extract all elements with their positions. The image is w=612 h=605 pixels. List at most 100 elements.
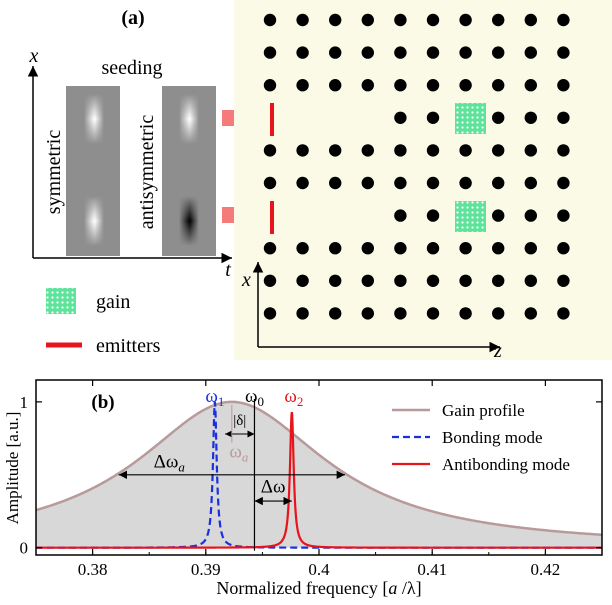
lattice-rod: [492, 79, 505, 92]
axis-ticks: 0.38 0.39 0.4 0.41 0.42 0 1: [20, 380, 603, 579]
y-tick-label: 1: [20, 393, 29, 412]
delta-omega-label: Δω: [261, 476, 286, 497]
chart-legend: Gain profile Bonding mode Antibonding mo…: [392, 401, 570, 474]
x-axis-label-text: Normalized frequency [: [216, 578, 388, 598]
lattice-rod: [263, 176, 277, 190]
lattice-rod: [394, 79, 407, 92]
lattice-rod: [557, 274, 570, 287]
delta-omega-a-label: Δωa: [154, 452, 186, 475]
seeding-axis-t-label: t: [225, 259, 231, 281]
lattice-rod: [296, 79, 309, 92]
gain-region-lower: [455, 201, 486, 232]
spectrum-chart: 0.38 0.39 0.4 0.41 0.42 0 1 Normalized frequen…: [3, 379, 603, 598]
x-axis-label-rest: /λ]: [397, 578, 421, 598]
lattice-rod: [361, 144, 374, 157]
gain-profile-line: [35, 400, 603, 537]
lattice-rod: [426, 242, 440, 255]
lattice-rod: [394, 13, 407, 27]
lattice-rod: [557, 13, 570, 27]
lattice-rod: [361, 46, 374, 59]
lattice-rod: [263, 274, 277, 287]
symmetric-label: symmetric: [43, 130, 65, 215]
omega0-label: ω0: [245, 386, 264, 409]
x-tick-label: 0.42: [531, 560, 561, 579]
lattice-rod: [492, 274, 505, 287]
lattice-rod: [557, 111, 570, 125]
lattice-rod: [394, 209, 407, 222]
lattice-rod: [361, 307, 374, 320]
lattice-rod: [557, 46, 570, 59]
lattice-rod: [394, 274, 407, 287]
y-tick-label: 0: [20, 539, 29, 558]
x-tick-label: 0.39: [191, 560, 221, 579]
lattice-rod: [394, 176, 407, 190]
lattice-rod: [263, 13, 277, 27]
lattice-rod: [492, 46, 505, 59]
lattice-rod: [492, 176, 505, 190]
lattice-rod: [394, 144, 407, 157]
lattice-rod: [329, 46, 342, 59]
lattice-rod: [459, 144, 472, 157]
lattice-rod: [329, 13, 342, 27]
symmetric-field-image: [66, 86, 120, 256]
lattice-rod: [459, 274, 472, 287]
lattice-axis-z-label: z: [493, 340, 502, 362]
lattice-rod: [524, 242, 537, 255]
lattice-rod: [296, 307, 309, 320]
x-axis-label-a: a: [388, 578, 397, 598]
antibonding-mode-line: [36, 411, 602, 549]
lattice-rod: [459, 242, 472, 255]
x-tick-label: 0.41: [417, 560, 447, 579]
lattice-rod: [492, 144, 505, 157]
lattice-rod: [557, 144, 570, 157]
lattice-rod: [361, 274, 374, 287]
lattice-rod: [557, 242, 570, 255]
lattice-rod: [296, 176, 309, 190]
lattice-rod: [492, 13, 505, 27]
lattice-rod: [524, 111, 537, 125]
delta-label: |δ|: [233, 413, 246, 429]
lattice-rod: [426, 79, 440, 92]
lattice-rod: [426, 176, 440, 190]
lattice-rod: [329, 176, 342, 190]
lattice-rod: [426, 274, 440, 287]
lattice-rod: [557, 79, 570, 92]
lattice-rod: [524, 46, 537, 59]
legend-bonding-label: Bonding mode: [442, 428, 543, 447]
lattice-rod: [492, 307, 505, 320]
lattice-rod: [361, 13, 374, 27]
lattice-rods: [263, 13, 570, 320]
lattice-rod: [524, 307, 537, 320]
lattice-rod: [329, 144, 342, 157]
lattice-rod: [426, 13, 440, 27]
lattice-rod: [524, 13, 537, 27]
emitters-legend-label: emitters: [96, 335, 161, 357]
lattice-rod: [524, 144, 537, 157]
lattice-rod: [296, 242, 309, 255]
antisymmetric-label: antisymmetric: [136, 115, 158, 230]
lattice-rod: [557, 209, 570, 222]
lattice-rod: [329, 274, 342, 287]
x-tick-label: 0.38: [78, 560, 108, 579]
y-axis-label: Amplitude [a.u.]: [3, 412, 22, 525]
lattice-rod: [361, 79, 374, 92]
lattice-rod: [459, 13, 472, 27]
x-axis-label: Normalized frequency [a /λ]: [216, 578, 421, 598]
lattice-rod: [557, 176, 570, 190]
gain-region-upper: [455, 103, 486, 134]
lattice-rod: [394, 307, 407, 320]
lattice-rod: [329, 79, 342, 92]
legend-antibonding-label: Antibonding mode: [442, 455, 570, 474]
seeding-axis-x-label: x: [29, 45, 39, 67]
lattice-rod: [394, 242, 407, 255]
lattice-background: [234, 0, 612, 360]
lattice-rod: [459, 176, 472, 190]
lattice-rod: [263, 307, 277, 320]
panel-b-label: (b): [91, 392, 114, 413]
lattice-rod: [524, 79, 537, 92]
lattice-rod: [492, 111, 505, 125]
lattice-rod: [492, 209, 505, 222]
lattice-rod: [394, 46, 407, 59]
panel-a-label: (a): [121, 7, 144, 29]
omega2-label: ω2: [284, 386, 303, 409]
